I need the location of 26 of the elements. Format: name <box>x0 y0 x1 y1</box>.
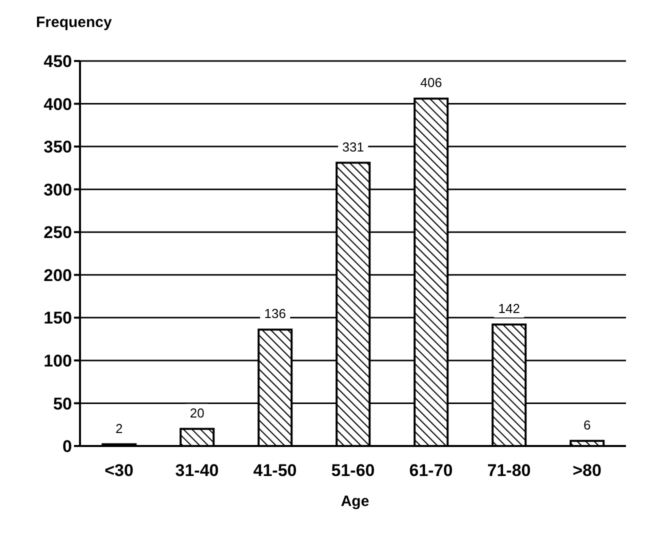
y-tick-label: 50 <box>53 394 72 414</box>
y-axis-title: Frequency <box>36 14 113 31</box>
data-label: 6 <box>584 417 591 432</box>
x-tick-label: 41-50 <box>253 461 297 480</box>
x-tick-label: 51-60 <box>331 461 375 480</box>
y-tick-label: 250 <box>44 223 72 242</box>
y-tick-label: 450 <box>44 52 72 72</box>
x-axis-title: Age <box>340 493 370 510</box>
y-tick-label: 200 <box>44 266 72 285</box>
data-label: 142 <box>498 301 520 316</box>
data-label: 331 <box>342 139 364 154</box>
y-tick-label: 0 <box>62 437 72 456</box>
x-tick-label: 61-70 <box>409 461 453 480</box>
y-tick-label: 100 <box>44 351 72 370</box>
y-tick-label: 150 <box>44 308 72 328</box>
y-tick-label: 400 <box>44 94 72 114</box>
x-tick-label: 71-80 <box>487 461 531 480</box>
x-tick-label: >80 <box>572 461 602 480</box>
data-label: 2 <box>116 420 123 436</box>
x-tick-label: 31-40 <box>175 461 219 480</box>
data-label: 406 <box>420 75 442 90</box>
data-label: 136 <box>264 306 286 322</box>
y-tick-label: 300 <box>44 180 72 200</box>
x-tick-label: <30 <box>104 461 134 480</box>
y-tick-label: 350 <box>44 138 72 157</box>
data-label: 20 <box>190 405 204 420</box>
